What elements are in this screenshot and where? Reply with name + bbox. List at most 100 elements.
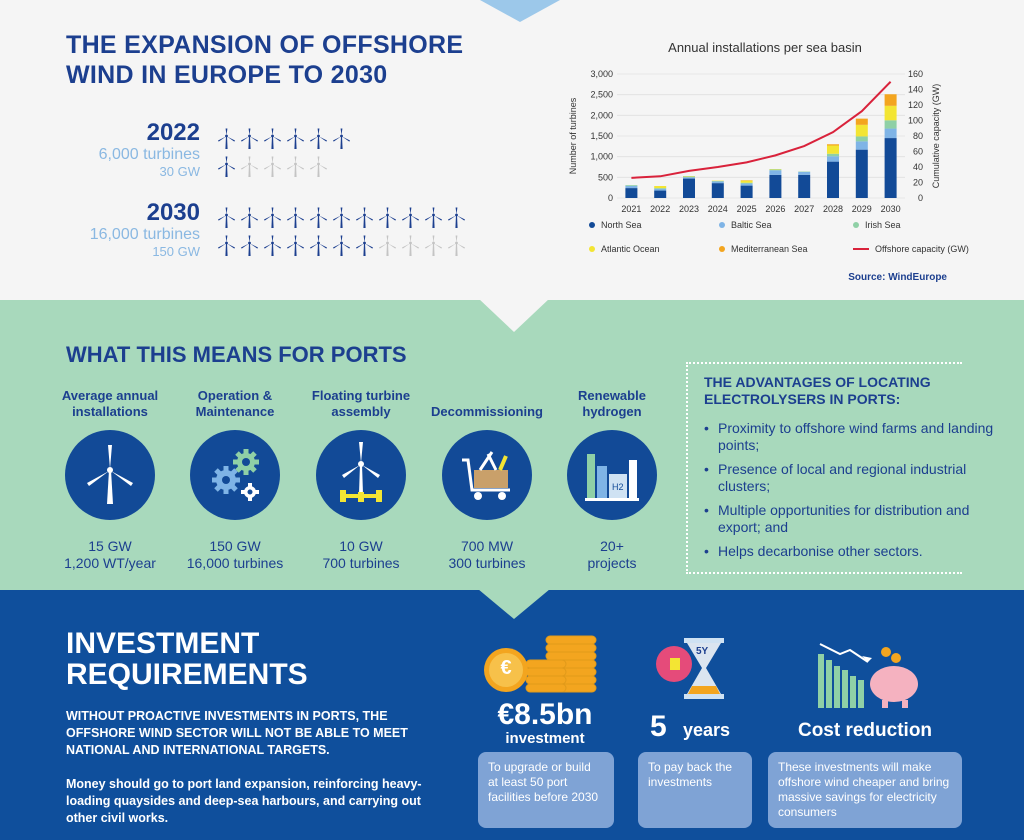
turbine-row-2022-b: [216, 156, 329, 178]
bar-segment: [827, 144, 839, 146]
year-2030-block: 2030 16,000 turbines 150 GW: [40, 200, 200, 260]
chart-source: Source: WindEurope: [848, 272, 947, 283]
port-label: Decommissioning: [431, 404, 543, 419]
y2-tick-label: 140: [908, 85, 923, 95]
bar-segment: [827, 161, 839, 198]
x-tick-label: 2021: [621, 204, 641, 214]
y2-tick-label: 0: [918, 193, 923, 203]
wind-turbine-icon: [264, 156, 281, 177]
y2-tick-label: 120: [908, 100, 923, 110]
legend-swatch: [853, 248, 869, 250]
turbine-count: 16,000 turbines: [89, 226, 200, 243]
bar-segment: [654, 188, 667, 191]
y2-tick-label: 60: [913, 147, 923, 157]
bar-segment: [683, 176, 695, 178]
capacity-line: [631, 81, 892, 179]
bar-segment: [769, 170, 782, 175]
port-value: 20+: [600, 538, 624, 554]
wind-turbine-icon: [241, 156, 258, 177]
cart-icon: [442, 430, 532, 520]
wind-turbine-icon: [333, 235, 350, 256]
y2-tick-label: 100: [908, 116, 923, 126]
bar-segment: [769, 169, 782, 171]
page-title: THE EXPANSION OF OFFSHORE WIND IN EUROPE…: [66, 31, 464, 89]
x-tick-label: 2026: [765, 204, 785, 214]
bar-segment: [740, 183, 753, 186]
wind-turbine-icon: [333, 128, 350, 149]
wind-turbine-icon: [264, 235, 281, 256]
wind-turbine-icon: [264, 128, 281, 149]
x-tick-label: 2024: [708, 204, 728, 214]
bar-segment: [625, 185, 638, 187]
bar-segment: [683, 177, 695, 179]
chart-title: Annual installations per sea basin: [668, 40, 862, 55]
bar-segment: [654, 186, 667, 189]
wind-turbine-icon: [402, 207, 419, 228]
wind-turbine-icon: [287, 128, 304, 149]
y2-tick-label: 40: [913, 162, 923, 172]
port-item-installations: Average annual installations 15 GW 1,200 …: [47, 380, 173, 572]
wind-turbine-icon: [402, 235, 419, 256]
y-tick-label: 3,000: [590, 69, 613, 79]
bar-segment: [798, 174, 811, 198]
legend-swatch: [719, 222, 725, 228]
bar-segment: [625, 186, 638, 189]
wind-turbine-icon: [448, 235, 465, 256]
installations-chart: Annual installations per sea basin 0 500 1…: [565, 36, 985, 296]
bar-segment: [740, 185, 753, 198]
floating-turbine-icon: [316, 430, 406, 520]
port-value-detail: 700 turbines: [322, 555, 400, 571]
advantages-list: Proximity to offshore wind farms and lan…: [704, 420, 994, 567]
gears-icon: [190, 430, 280, 520]
port-label: Renewable hydrogen: [578, 388, 646, 419]
port-value: 10 GW: [339, 538, 383, 554]
port-value: 150 GW: [209, 538, 261, 554]
list-item: Helps decarbonise other sectors.: [704, 543, 994, 560]
hydrogen-plant-icon: H2: [567, 430, 657, 520]
legend-baltic-sea: Baltic Sea: [719, 220, 772, 230]
advantages-title: THE ADVANTAGES OF LOCATING ELECTROLYSERS…: [704, 374, 931, 407]
port-value-detail: 300 turbines: [448, 555, 526, 571]
port-value-detail: 16,000 turbines: [186, 555, 284, 571]
section-arrow: [478, 589, 550, 619]
capacity-value: 30 GW: [159, 164, 200, 179]
y-tick-label: 500: [598, 172, 613, 182]
y2-tick-label: 20: [913, 178, 923, 188]
years-icon-label: 5Y: [696, 646, 709, 657]
euro-symbol: €: [500, 657, 512, 679]
wind-turbine-icon: [310, 128, 327, 149]
y-tick-label: 2,500: [590, 90, 613, 100]
wind-turbine-icon: [425, 207, 442, 228]
wind-turbine-icon: [65, 430, 155, 520]
wind-turbine-icon: [310, 235, 327, 256]
bar-segment: [855, 141, 868, 150]
bar-segment: [625, 188, 638, 198]
bar-segment: [769, 174, 782, 198]
ports-section: WHAT THIS MEANS FOR PORTS Average annual…: [0, 298, 1024, 590]
port-label: Floating turbine assembly: [311, 388, 411, 419]
bar-segment: [884, 120, 897, 129]
legend-swatch: [719, 246, 725, 252]
port-value: 15 GW: [88, 538, 132, 554]
cost-reduction-title: Cost reduction: [797, 720, 933, 741]
chart-plot: 0 500 1,000 1,500 2,000 2,500 3,000 0 20 40 60 80 10…: [568, 69, 941, 214]
wind-turbine-icon: [241, 207, 258, 228]
y2-tick-label: 80: [913, 131, 923, 141]
wind-turbine-icon: [310, 207, 327, 228]
port-value-detail: projects: [587, 555, 637, 571]
y-tick-label: 1,500: [590, 131, 613, 141]
wind-turbine-icon: [356, 207, 373, 228]
port-value: 700 MW: [460, 538, 514, 554]
bar-segment: [855, 124, 868, 137]
bar-segment: [654, 188, 667, 189]
port-value-detail: 1,200 WT/year: [64, 555, 156, 571]
legend-swatch: [589, 222, 595, 228]
legend-swatch: [853, 222, 859, 228]
port-item-floating: Floating turbine assembly 10 GW 700 turbi…: [298, 380, 424, 572]
payback-card: To pay back the investments: [638, 752, 752, 828]
y2-axis-label: Cumulative capacity (GW): [931, 84, 941, 189]
bar-segment: [855, 118, 868, 125]
x-tick-label: 2029: [852, 204, 872, 214]
port-item-hydrogen: Renewable hydrogen H2 20+ projects: [549, 380, 675, 572]
investment-section: INVESTMENT REQUIREMENTS WITHOUT PROACTIV…: [0, 589, 1024, 840]
